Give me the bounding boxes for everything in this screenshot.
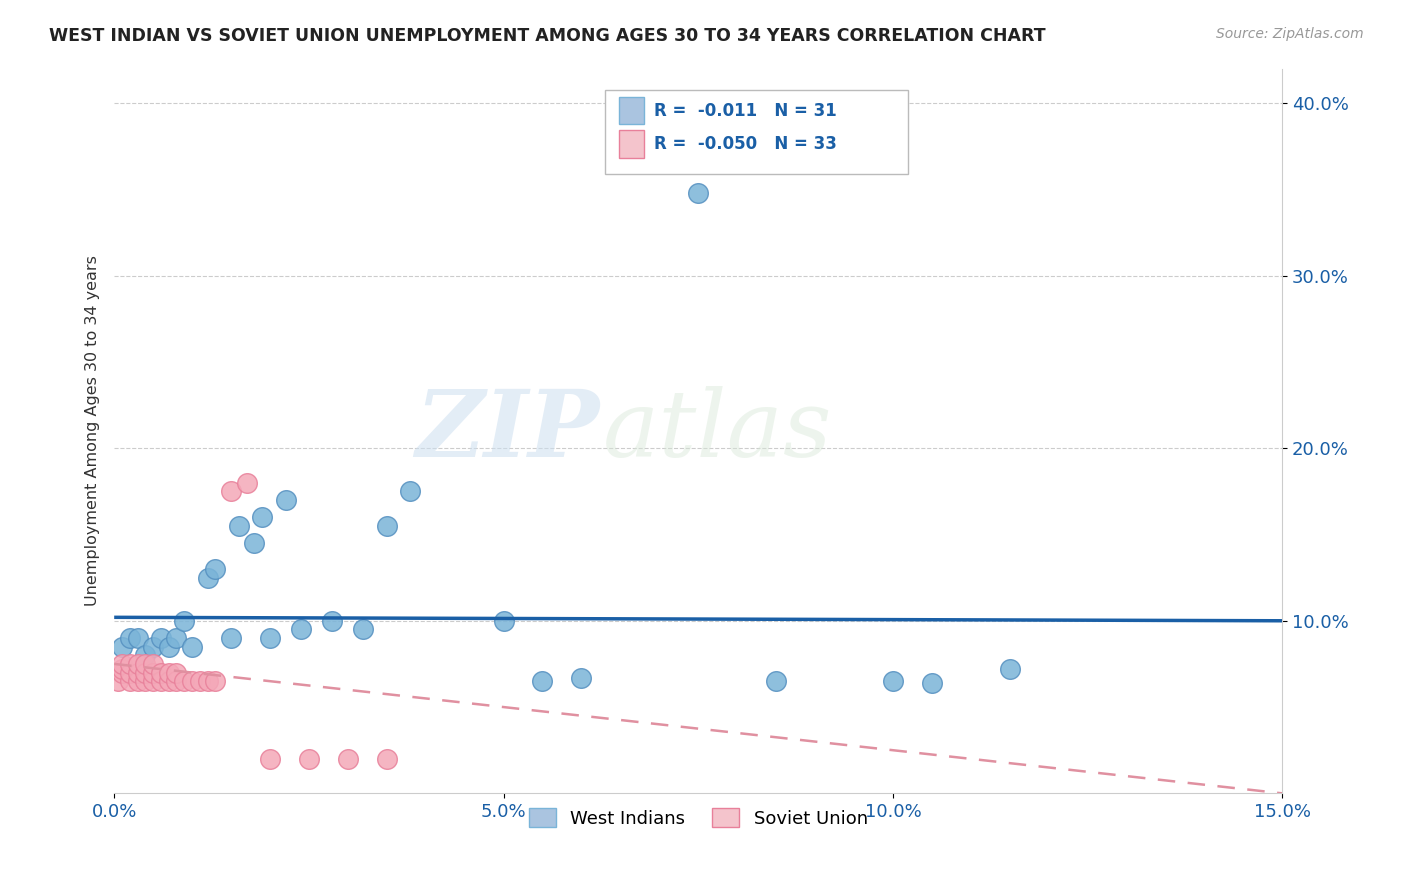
Point [118,665,141,680]
Point [134,674,156,689]
Point [111,657,134,671]
Point [134,657,156,671]
Point [375,519,398,533]
Point [688,186,710,200]
Point [173,614,195,628]
Point [235,475,257,490]
Text: R =  -0.050   N = 33: R = -0.050 N = 33 [654,135,837,153]
Point [290,623,312,637]
Point [250,510,273,524]
Point [111,665,134,680]
Legend: West Indians, Soviet Union: West Indians, Soviet Union [522,801,875,835]
Text: ZIP: ZIP [415,386,599,476]
Point [173,674,195,689]
Point [921,676,943,690]
Point [197,674,219,689]
Text: WEST INDIAN VS SOVIET UNION UNEMPLOYMENT AMONG AGES 30 TO 34 YEARS CORRELATION C: WEST INDIAN VS SOVIET UNION UNEMPLOYMENT… [49,27,1046,45]
Point [531,674,554,689]
Point [107,674,129,689]
Point [298,752,321,766]
Point [118,631,141,645]
Point [219,631,242,645]
Point [259,752,281,766]
Point [228,519,250,533]
Point [134,648,156,663]
Point [142,657,165,671]
Point [204,562,226,576]
Point [142,674,165,689]
Point [142,665,165,680]
Point [127,665,149,680]
Point [219,484,242,499]
Point [111,640,134,654]
Point [166,631,188,645]
Point [765,674,787,689]
Point [149,674,172,689]
Point [149,631,172,645]
Point [321,614,343,628]
Point [127,674,149,689]
Point [134,665,156,680]
Point [274,492,297,507]
Text: Source: ZipAtlas.com: Source: ZipAtlas.com [1216,27,1364,41]
Point [352,623,374,637]
Point [492,614,515,628]
Point [204,674,226,689]
FancyBboxPatch shape [605,90,908,174]
Point [127,657,149,671]
Point [336,752,359,766]
Point [166,674,188,689]
Point [197,571,219,585]
Point [259,631,281,645]
Text: atlas: atlas [602,386,832,476]
Point [375,752,398,766]
FancyBboxPatch shape [619,97,644,124]
Point [142,640,165,654]
Point [118,674,141,689]
Point [571,671,593,685]
Point [157,674,180,689]
FancyBboxPatch shape [619,130,644,158]
Point [243,536,266,550]
Point [118,657,141,671]
Text: R =  -0.011   N = 31: R = -0.011 N = 31 [654,102,837,120]
Point [157,640,180,654]
Point [157,665,180,680]
Point [882,674,904,689]
Point [127,631,149,645]
Point [181,640,204,654]
Point [149,665,172,680]
Point [111,662,134,676]
Point [188,674,211,689]
Point [181,674,204,689]
Point [998,662,1021,676]
Point [399,484,422,499]
Point [166,665,188,680]
Y-axis label: Unemployment Among Ages 30 to 34 years: Unemployment Among Ages 30 to 34 years [86,255,100,607]
